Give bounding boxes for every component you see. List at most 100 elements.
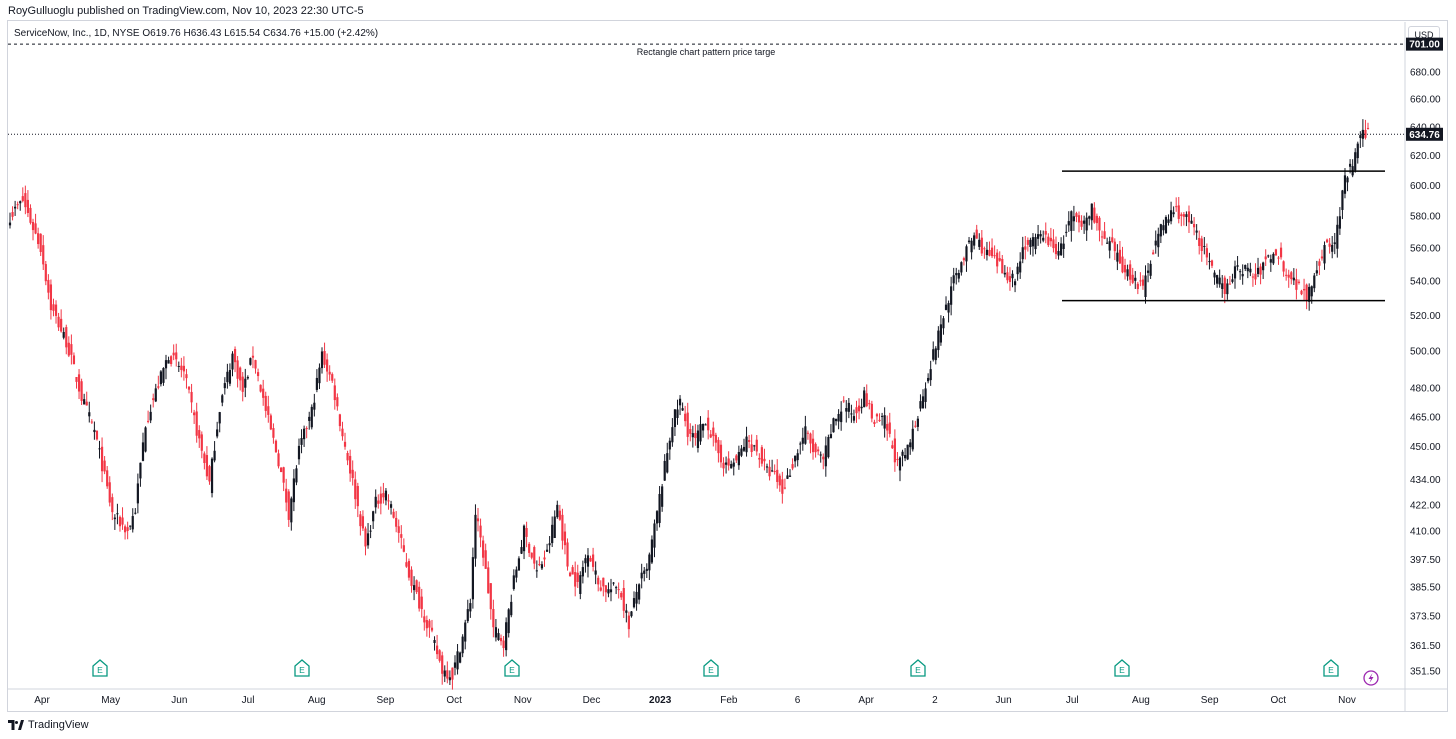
candle-body (228, 370, 232, 384)
candle-body (783, 487, 787, 489)
candle-body (584, 558, 587, 564)
candle-body (548, 543, 551, 546)
candle-body (1149, 263, 1152, 276)
candle-body (1054, 243, 1058, 255)
y-tick-label: 500.00 (1410, 347, 1441, 358)
candle-body (361, 516, 365, 529)
earnings-icon[interactable]: E (1114, 659, 1130, 677)
earnings-icon[interactable]: E (1323, 659, 1339, 677)
candle-body (1126, 269, 1129, 277)
candle-body (525, 528, 528, 537)
earnings-icon[interactable]: E (703, 659, 719, 677)
candle-body (927, 377, 930, 382)
candle-body (279, 467, 283, 473)
candle-body (594, 570, 597, 575)
candle-body (860, 406, 863, 409)
candle-body (154, 388, 157, 402)
candle-body (1356, 143, 1359, 159)
candle-body (1348, 163, 1352, 167)
candle-body (1013, 281, 1017, 286)
x-tick-label: Jul (242, 695, 255, 706)
candle-body (95, 430, 99, 440)
candle-body (906, 444, 909, 460)
y-tick-label: 660.00 (1410, 94, 1441, 105)
y-tick-label: 410.00 (1410, 527, 1441, 538)
earnings-icon[interactable]: E (504, 659, 520, 677)
candle-body (932, 349, 935, 360)
candle-body (157, 386, 160, 388)
candle-body (461, 636, 464, 654)
candle-body (11, 212, 14, 217)
candle-body (975, 229, 978, 239)
candle-body (502, 640, 505, 649)
candle-body (1047, 236, 1050, 246)
candle-body (410, 569, 413, 586)
candle-body (14, 206, 17, 209)
x-tick-label: Nov (1338, 695, 1356, 706)
candle-body (1254, 273, 1257, 280)
tradingview-logo[interactable]: TradingView (8, 717, 89, 733)
candle-body (136, 483, 139, 504)
earnings-icon[interactable]: E (92, 659, 108, 677)
candle-body (494, 627, 498, 638)
lightning-icon[interactable] (1363, 670, 1379, 686)
candle-body (356, 486, 359, 507)
candle-body (640, 572, 643, 579)
candle-body (1318, 261, 1321, 266)
x-tick-label: Oct (446, 695, 462, 706)
candle-body (37, 233, 40, 245)
candle-body (433, 640, 436, 643)
candle-body (223, 383, 226, 389)
candle-body (589, 558, 592, 562)
candle-body (1313, 275, 1316, 289)
candle-body (1129, 264, 1132, 280)
y-tick-label: 361.50 (1410, 641, 1441, 652)
candle-body (1300, 290, 1303, 295)
candle-body (671, 427, 674, 443)
x-tick-label: Oct (1271, 695, 1287, 706)
candle-body (170, 356, 173, 364)
candle-body (389, 504, 393, 508)
candle-body (269, 415, 272, 430)
candle-body (152, 398, 155, 401)
candle-body (1167, 219, 1170, 223)
symbol-ohlc-legend[interactable]: ServiceNow, Inc., 1D, NYSE O619.76 H636.… (14, 28, 379, 39)
candle-body (1159, 224, 1162, 237)
candle-body (814, 443, 817, 453)
candle-body (256, 372, 260, 377)
candle-body (218, 412, 221, 424)
candle-body (673, 409, 677, 428)
candle-body (842, 400, 845, 402)
candle-body (205, 455, 209, 477)
candle-body (983, 248, 986, 250)
candle-body (1259, 266, 1262, 275)
candle-body (510, 601, 513, 616)
candle-body (1331, 244, 1334, 252)
candle-body (1364, 129, 1367, 138)
candle-body (405, 562, 408, 567)
candle-body (804, 426, 807, 444)
earnings-icon[interactable]: E (910, 659, 926, 677)
candle-body (625, 610, 628, 613)
candle-body (1213, 272, 1216, 278)
candle-body (292, 478, 295, 503)
candle-body (83, 399, 86, 405)
candle-body (538, 564, 541, 566)
candle-body (430, 627, 434, 631)
candle-body (1031, 237, 1035, 247)
candle-body (482, 540, 485, 558)
candle-body (85, 401, 88, 406)
x-tick-label: Sep (1201, 695, 1219, 706)
candle-body (425, 619, 428, 629)
earnings-icon[interactable]: E (294, 659, 310, 677)
candle-body (868, 403, 871, 405)
candle-body (379, 493, 382, 504)
candle-body (699, 424, 702, 442)
candle-body (233, 349, 237, 363)
candle-body (213, 450, 216, 461)
candle-body (1034, 237, 1037, 250)
candle-body (865, 393, 868, 407)
candle-body (811, 438, 815, 453)
candle-body (735, 455, 738, 461)
